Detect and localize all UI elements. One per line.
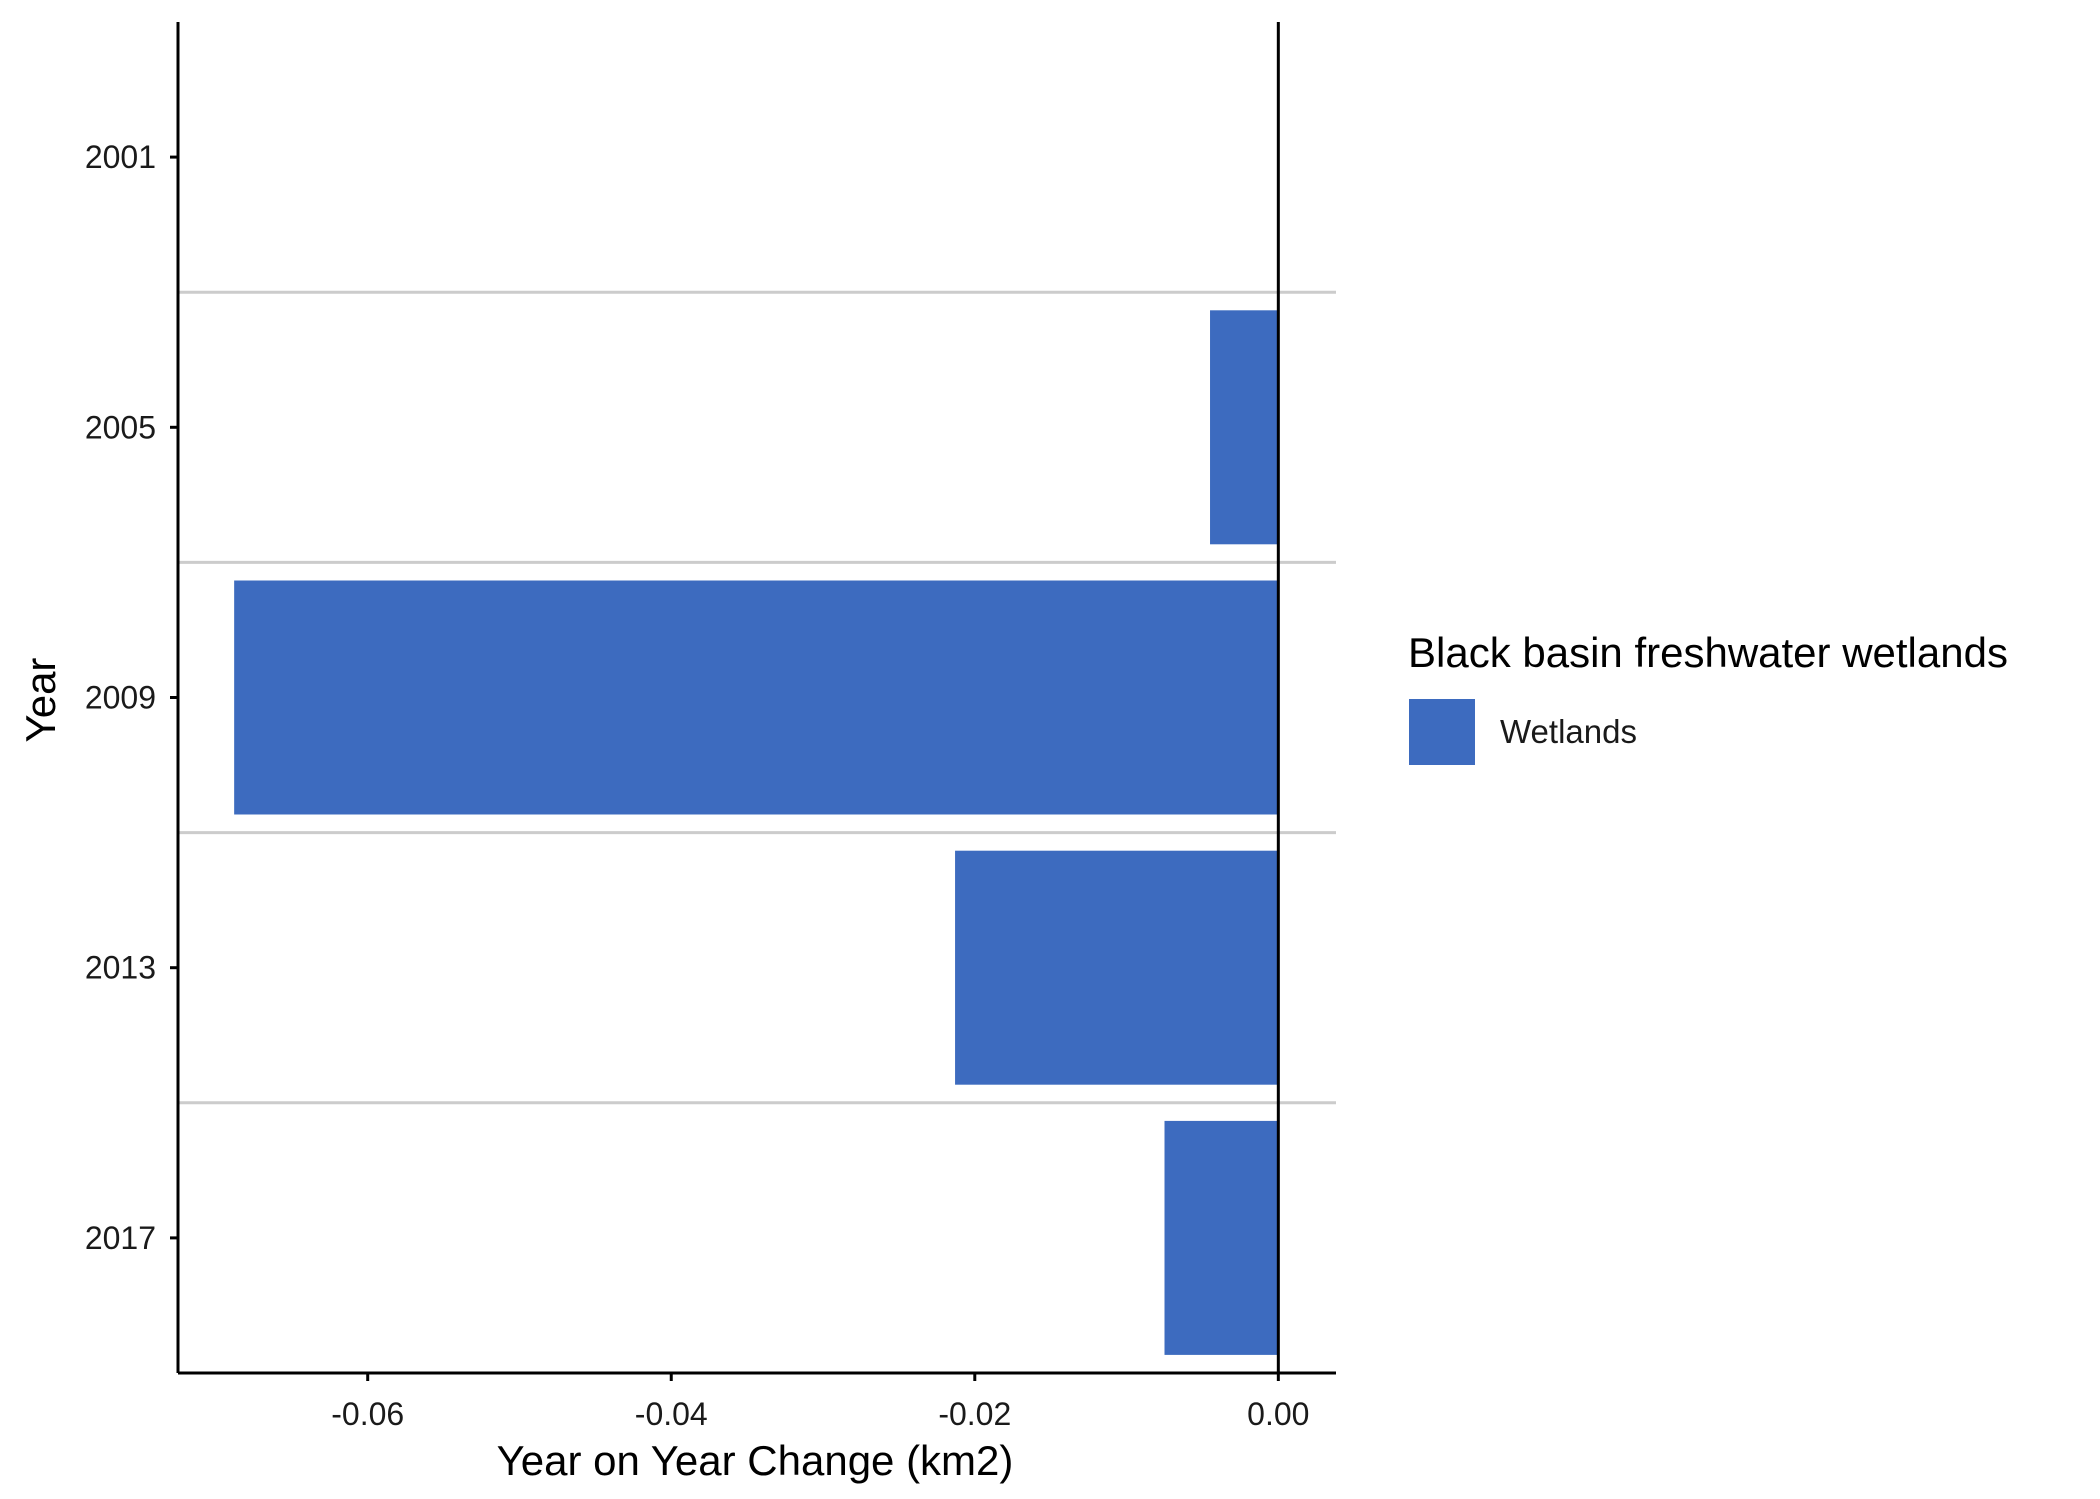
bar-2017 bbox=[1164, 1120, 1279, 1355]
y-tick-label-2009: 2009 bbox=[85, 680, 156, 716]
y-tick-label-2005: 2005 bbox=[85, 409, 156, 445]
y-axis-ticks: 2001 2005 2009 2013 2017 bbox=[85, 139, 178, 1256]
bar-2005 bbox=[1210, 310, 1279, 545]
x-tick-label: 0.00 bbox=[1247, 1396, 1309, 1432]
y-axis-title: Year bbox=[17, 658, 64, 743]
bars-layer bbox=[234, 310, 1279, 1355]
grid-layer bbox=[178, 290, 1336, 1105]
legend-label-wetlands: Wetlands bbox=[1500, 713, 1637, 750]
legend: Black basin freshwater wetlands Wetlands bbox=[1407, 629, 2008, 767]
x-tick-label: -0.04 bbox=[635, 1396, 708, 1432]
bar-2009 bbox=[234, 580, 1279, 815]
x-tick-label: -0.02 bbox=[938, 1396, 1011, 1432]
legend-swatch-wetlands bbox=[1407, 697, 1477, 767]
y-tick-label-2013: 2013 bbox=[85, 950, 156, 986]
x-tick-label: -0.06 bbox=[331, 1396, 404, 1432]
bar-2013 bbox=[955, 850, 1279, 1085]
legend-title: Black basin freshwater wetlands bbox=[1408, 629, 2008, 676]
x-axis-ticks: -0.06 -0.04 -0.02 0.00 bbox=[331, 1373, 1309, 1432]
y-tick-label-2017: 2017 bbox=[85, 1220, 156, 1256]
y-tick-label-2001: 2001 bbox=[85, 139, 156, 175]
x-axis-title: Year on Year Change (km2) bbox=[497, 1437, 1014, 1484]
